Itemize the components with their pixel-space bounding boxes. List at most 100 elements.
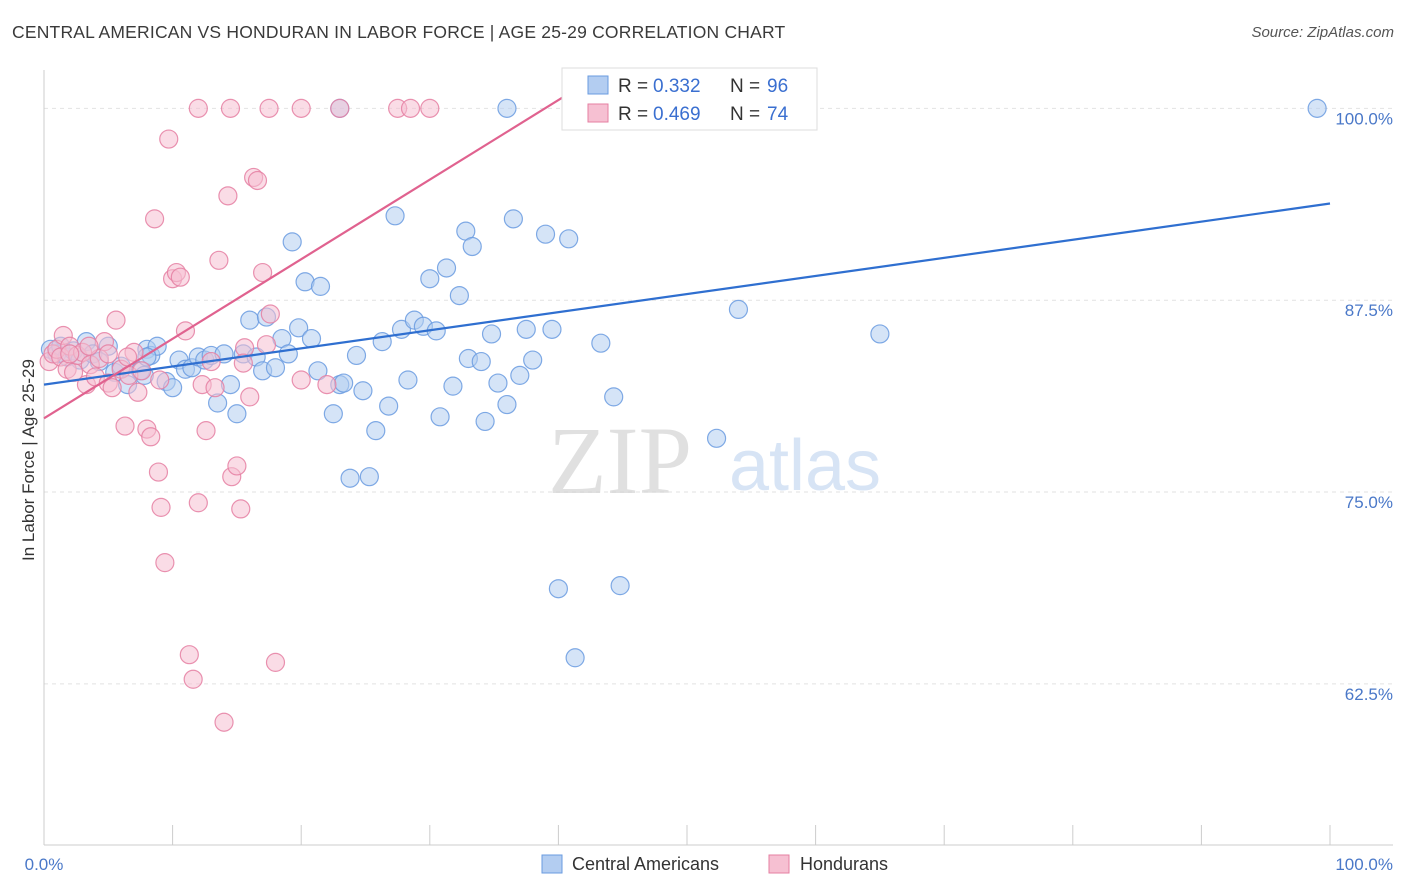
x-tick-label-1: 100.0%: [1335, 855, 1393, 874]
honduran-point-68: [60, 344, 80, 364]
legend-n-label-2: N =: [730, 104, 760, 125]
legend-n-value-2: 74: [767, 104, 789, 125]
legend-n-value-1: 96: [767, 76, 788, 97]
legend-r-value-1: 0.332: [653, 76, 701, 97]
honduran-point-64: [400, 98, 421, 118]
central-american-point-80: [559, 229, 579, 249]
honduran-point-60: [259, 98, 279, 118]
honduran-point-56: [291, 370, 311, 390]
central-american-point-44: [323, 404, 343, 424]
honduran-point-49: [240, 387, 260, 407]
honduran-point-62: [330, 98, 350, 118]
central-american-trend-line: [43, 202, 1331, 386]
central-american-point-48: [346, 345, 367, 366]
central-american-point-94: [1307, 98, 1327, 118]
central-american-point-76: [523, 350, 543, 370]
honduran-point-61: [291, 98, 311, 118]
legend-box: R = 0.332 N = 96 R = 0.469 N = 74: [561, 67, 818, 131]
honduran-point-30: [159, 129, 179, 149]
central-american-point-46: [334, 373, 354, 393]
honduran-point-26: [144, 209, 165, 229]
central-american-point-39: [289, 318, 309, 338]
bottom-swatch-hondurans: [768, 854, 790, 874]
y-tick-label-0: 100.0%: [1335, 109, 1393, 128]
honduran-point-69: [79, 336, 99, 356]
honduran-point-52: [253, 262, 273, 283]
series-central-americans: [40, 98, 1327, 668]
central-american-point-73: [503, 209, 523, 229]
y-tick-label-3: 62.5%: [1345, 685, 1393, 704]
central-american-point-53: [379, 396, 399, 416]
watermark-atlas: atlas: [729, 426, 881, 506]
central-american-point-91: [870, 324, 890, 344]
honduran-point-55: [265, 652, 286, 672]
central-american-point-61: [430, 407, 450, 427]
central-american-point-31: [240, 310, 260, 330]
central-american-point-63: [443, 376, 463, 396]
honduran-point-53: [256, 335, 277, 355]
central-american-point-50: [359, 467, 379, 487]
central-american-point-47: [340, 468, 360, 488]
central-american-point-49: [353, 381, 373, 401]
legend-swatch-central-americans: [587, 75, 609, 95]
chart-source: Source: ZipAtlas.com: [1251, 24, 1394, 41]
central-american-point-43: [310, 276, 331, 296]
honduran-trend-line: [43, 95, 566, 420]
central-american-point-79: [548, 579, 569, 599]
central-american-point-72: [497, 394, 517, 415]
honduran-point-41: [205, 378, 225, 398]
honduran-point-59: [220, 98, 241, 118]
central-american-point-64: [449, 285, 469, 306]
central-american-point-77: [535, 224, 556, 244]
honduran-point-58: [188, 98, 208, 118]
central-american-point-62: [436, 258, 457, 278]
honduran-point-35: [179, 645, 199, 665]
honduran-point-47: [231, 499, 251, 519]
honduran-point-25: [141, 427, 161, 447]
legend-swatch-hondurans: [587, 103, 609, 123]
central-american-point-51: [366, 421, 386, 441]
central-american-point-74: [510, 365, 530, 385]
legend-r-value-2: 0.469: [653, 104, 701, 125]
axes: [43, 70, 1393, 846]
central-american-point-54: [385, 206, 405, 226]
legend-r-label-1: R =: [618, 76, 648, 97]
central-american-point-75: [516, 319, 536, 339]
chart-title: CENTRAL AMERICAN VS HONDURAN IN LABOR FO…: [12, 22, 786, 42]
bottom-legend: Central Americans Hondurans: [541, 854, 888, 874]
y-tick-labels: 100.0% 87.5% 75.0% 62.5%: [1335, 109, 1393, 703]
central-american-point-70: [481, 324, 502, 344]
central-american-point-89: [728, 299, 749, 320]
y-tick-label-1: 87.5%: [1345, 301, 1393, 320]
honduran-point-28: [151, 497, 171, 517]
central-american-point-68: [471, 351, 491, 372]
bottom-swatch-central-americans: [541, 854, 563, 874]
honduran-point-73: [98, 344, 118, 364]
x-tick-labels: 0.0% 100.0%: [25, 855, 1393, 874]
honduran-point-19: [115, 416, 135, 436]
honduran-point-29: [155, 553, 175, 573]
honduran-point-22: [128, 382, 148, 402]
y-tick-label-2: 75.0%: [1345, 493, 1393, 512]
honduran-point-42: [209, 250, 229, 270]
honduran-point-44: [218, 186, 238, 206]
central-american-point-78: [542, 319, 562, 339]
bottom-label-central-americans: Central Americans: [572, 854, 719, 874]
central-american-point-38: [282, 232, 302, 252]
central-american-point-29: [227, 404, 247, 424]
honduran-point-72: [233, 353, 253, 373]
central-american-point-28: [220, 375, 241, 395]
central-american-point-37: [278, 344, 298, 364]
central-american-point-81: [565, 648, 585, 668]
y-axis-label: In Labor Force | Age 25-29: [19, 359, 38, 561]
legend-n-label-1: N =: [730, 76, 760, 97]
honduran-point-43: [214, 712, 234, 732]
legend-r-label-2: R =: [618, 104, 648, 125]
central-american-point-85: [610, 576, 630, 596]
central-american-point-88: [706, 428, 727, 448]
honduran-point-54: [260, 304, 280, 324]
central-american-point-83: [591, 333, 611, 353]
central-american-point-71: [488, 373, 508, 393]
central-american-point-92: [497, 98, 517, 118]
